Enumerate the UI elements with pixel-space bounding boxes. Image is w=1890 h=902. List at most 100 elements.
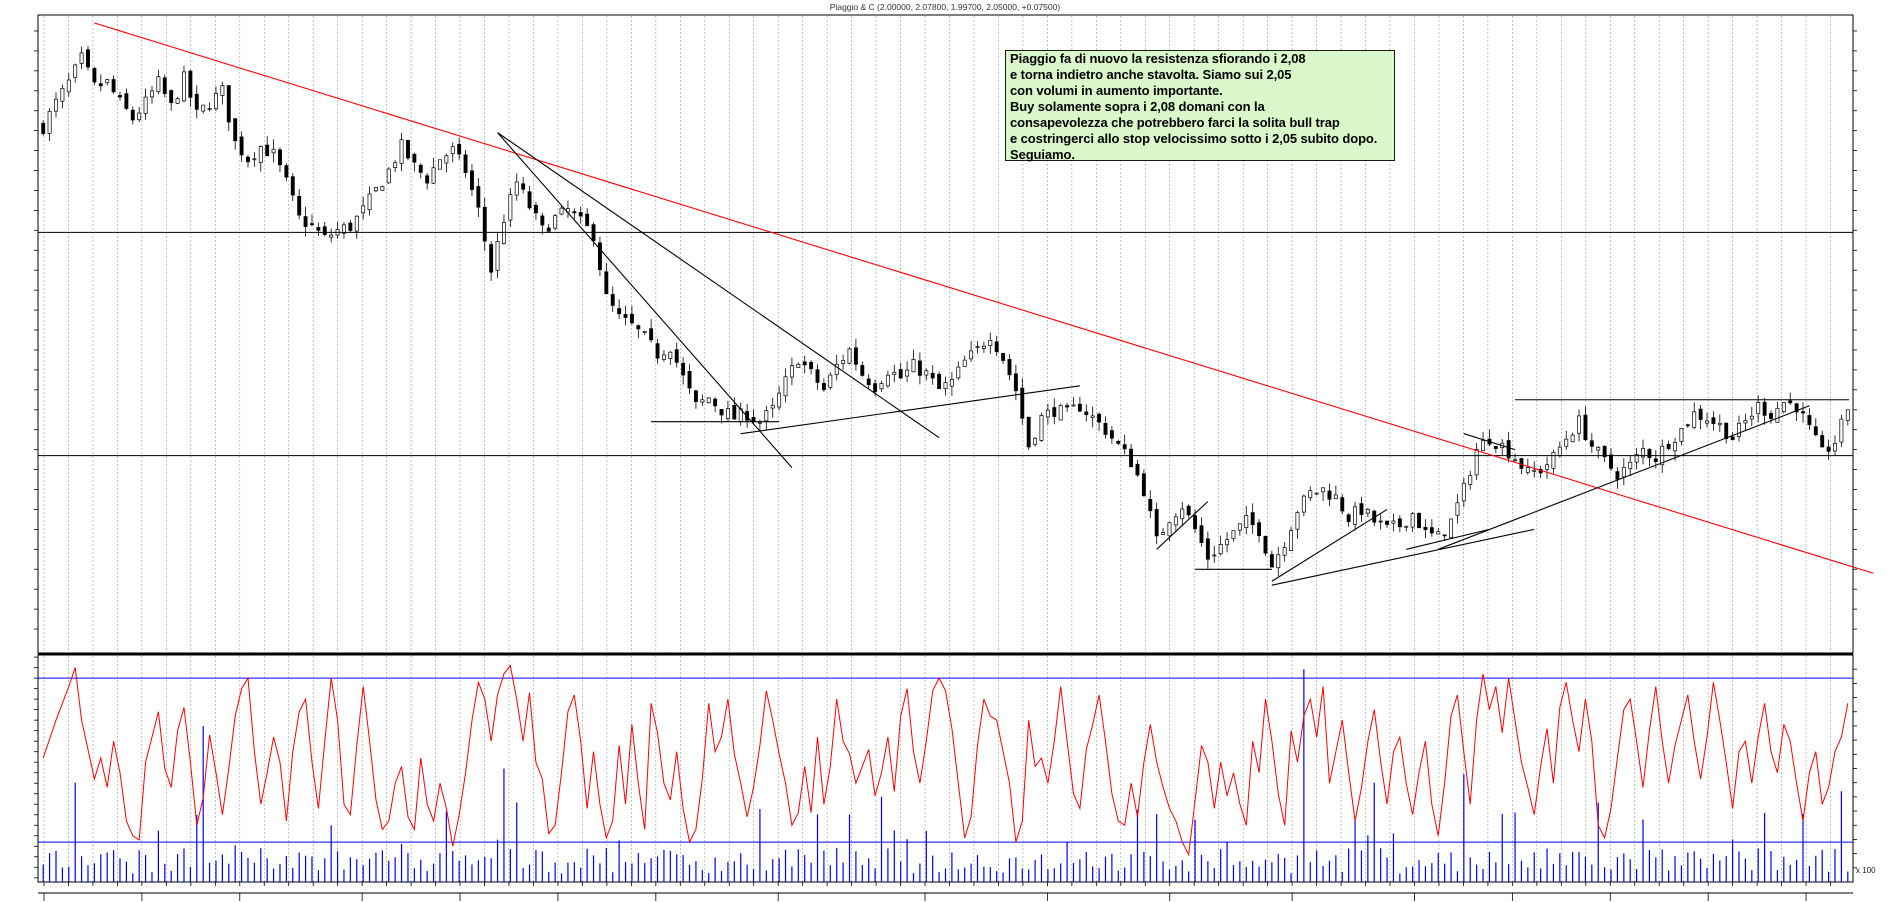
candle-body bbox=[1410, 513, 1415, 528]
candle-body bbox=[194, 93, 199, 110]
candle-body bbox=[828, 374, 833, 388]
candle-body bbox=[1122, 444, 1127, 450]
candle-body bbox=[1749, 415, 1754, 420]
candle-body bbox=[1532, 469, 1537, 472]
candle-body bbox=[418, 164, 423, 173]
candle-body bbox=[1052, 407, 1057, 417]
candle-body bbox=[770, 404, 775, 409]
candle-body bbox=[1737, 422, 1741, 437]
candle-body bbox=[1839, 418, 1844, 443]
candle-body bbox=[1449, 518, 1453, 538]
candle-body bbox=[284, 165, 289, 178]
candle-body bbox=[905, 369, 910, 377]
candle-body bbox=[1461, 482, 1466, 502]
candle-body bbox=[290, 176, 295, 196]
candle-body bbox=[1417, 512, 1421, 529]
candle-body bbox=[1314, 492, 1319, 495]
note-line: consapevolezza che potrebbero farci la s… bbox=[1010, 115, 1340, 130]
candle-body bbox=[751, 417, 756, 422]
candle-body bbox=[533, 204, 538, 214]
candle-body bbox=[425, 175, 430, 184]
candle-body bbox=[182, 71, 186, 102]
candle-body bbox=[1141, 473, 1146, 496]
candle-body bbox=[406, 140, 410, 159]
candle-body bbox=[220, 85, 225, 96]
candle-body bbox=[885, 374, 890, 387]
candle-body bbox=[553, 215, 558, 229]
candle-body bbox=[1340, 497, 1345, 512]
candle-body bbox=[847, 348, 852, 364]
candle-body bbox=[1276, 554, 1281, 569]
candle-body bbox=[668, 351, 673, 359]
candle-body bbox=[1570, 434, 1575, 443]
candle-body bbox=[841, 360, 846, 364]
candle-body bbox=[380, 185, 385, 191]
candle-body bbox=[623, 314, 628, 318]
candle-body bbox=[438, 159, 442, 170]
candle-body bbox=[1525, 467, 1530, 473]
analysis-note: Piaggio fa di nuovo la resistenza sfiora… bbox=[1005, 50, 1395, 162]
candle-body bbox=[1602, 446, 1607, 458]
candle-body bbox=[1673, 442, 1677, 452]
note-line: Piaggio fa di nuovo la resistenza sfiora… bbox=[1010, 51, 1306, 66]
candle-body bbox=[1769, 413, 1773, 419]
candle-body bbox=[783, 376, 788, 397]
candle-body bbox=[1289, 530, 1294, 552]
candle-body bbox=[457, 143, 462, 155]
oscillator bbox=[38, 664, 1853, 857]
candle-body bbox=[649, 328, 654, 341]
candle-body bbox=[470, 170, 474, 190]
candle-body bbox=[386, 168, 391, 184]
candle-body bbox=[1077, 403, 1082, 412]
candle-body bbox=[399, 139, 404, 164]
candle-body bbox=[1641, 448, 1645, 458]
rising-trendline bbox=[1271, 528, 1535, 586]
candle-body bbox=[60, 87, 65, 102]
candle-body bbox=[1634, 454, 1639, 463]
candle-body bbox=[1359, 503, 1364, 516]
candle-body bbox=[124, 93, 129, 109]
volume-unit-label: x 100 bbox=[1856, 866, 1876, 875]
candle-body bbox=[265, 144, 270, 157]
candle-body bbox=[1301, 495, 1306, 513]
candle-body bbox=[757, 421, 762, 424]
candle-body bbox=[1212, 554, 1217, 557]
candle-body bbox=[1589, 440, 1594, 447]
candle-body bbox=[725, 408, 730, 419]
candle-body bbox=[310, 223, 314, 225]
candle-body bbox=[1621, 466, 1626, 478]
candle-body bbox=[514, 181, 519, 196]
candle-body bbox=[1327, 490, 1332, 500]
candle-body bbox=[1545, 464, 1549, 470]
candle-body bbox=[431, 167, 436, 184]
candle-body bbox=[892, 372, 897, 375]
candle-body bbox=[354, 215, 359, 232]
candle-body bbox=[1583, 414, 1588, 441]
rising-trendline bbox=[740, 385, 1080, 435]
candle-body bbox=[47, 111, 52, 134]
candle-body bbox=[226, 85, 231, 123]
candle-body bbox=[1666, 444, 1671, 449]
candle-body bbox=[988, 339, 993, 346]
candle-body bbox=[1116, 441, 1121, 444]
candle-body bbox=[1084, 411, 1089, 416]
candle-body bbox=[278, 149, 282, 166]
candle-body bbox=[111, 79, 116, 93]
candle-body bbox=[969, 350, 974, 360]
candle-body bbox=[1346, 514, 1351, 522]
candle-body bbox=[412, 153, 417, 163]
candle-body bbox=[661, 354, 666, 360]
candle-body bbox=[1653, 458, 1658, 462]
candle-body bbox=[700, 399, 705, 403]
candle-body bbox=[162, 77, 167, 94]
candle-body bbox=[73, 64, 78, 78]
candle-body bbox=[610, 294, 615, 306]
candle-body bbox=[956, 366, 961, 379]
note-line: Buy solamente sopra i 2,08 domani con la bbox=[1010, 99, 1265, 114]
candle-body bbox=[834, 363, 839, 375]
candle-body bbox=[1129, 448, 1134, 468]
candle-body bbox=[1205, 538, 1210, 560]
candle-body bbox=[572, 211, 577, 214]
candle-body bbox=[316, 227, 321, 231]
price-axis-right bbox=[1853, 30, 1857, 630]
